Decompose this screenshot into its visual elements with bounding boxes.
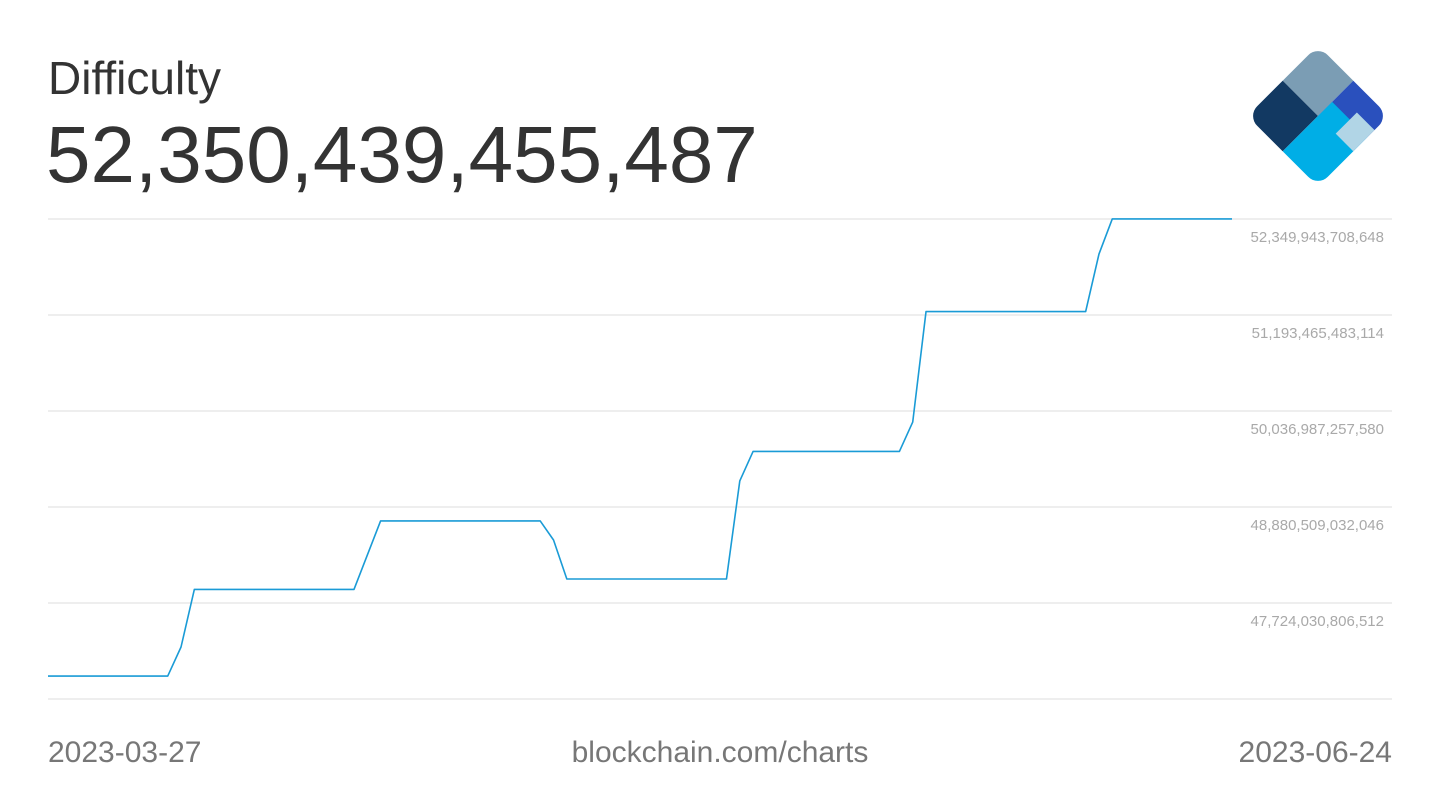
x-tick-label: 2023-03-27 [48,736,201,769]
source: blockchain.com/charts [572,736,869,769]
chart-title: Difficulty [48,52,221,104]
logo [1247,45,1389,187]
y-tick-label: 52,349,943,708,648 [1251,229,1384,246]
data-line [48,218,1232,677]
y-tick-label: 51,193,465,483,114 [1252,325,1384,342]
y-tick-label: 47,724,030,806,512 [1251,613,1384,630]
y-tick-label: 50,036,987,257,580 [1251,421,1384,438]
current-value: 52,350,439,455,487 [46,110,758,199]
x-tick-label: 2023-06-24 [1239,736,1392,769]
y-tick-label: 48,880,509,032,046 [1251,517,1384,534]
